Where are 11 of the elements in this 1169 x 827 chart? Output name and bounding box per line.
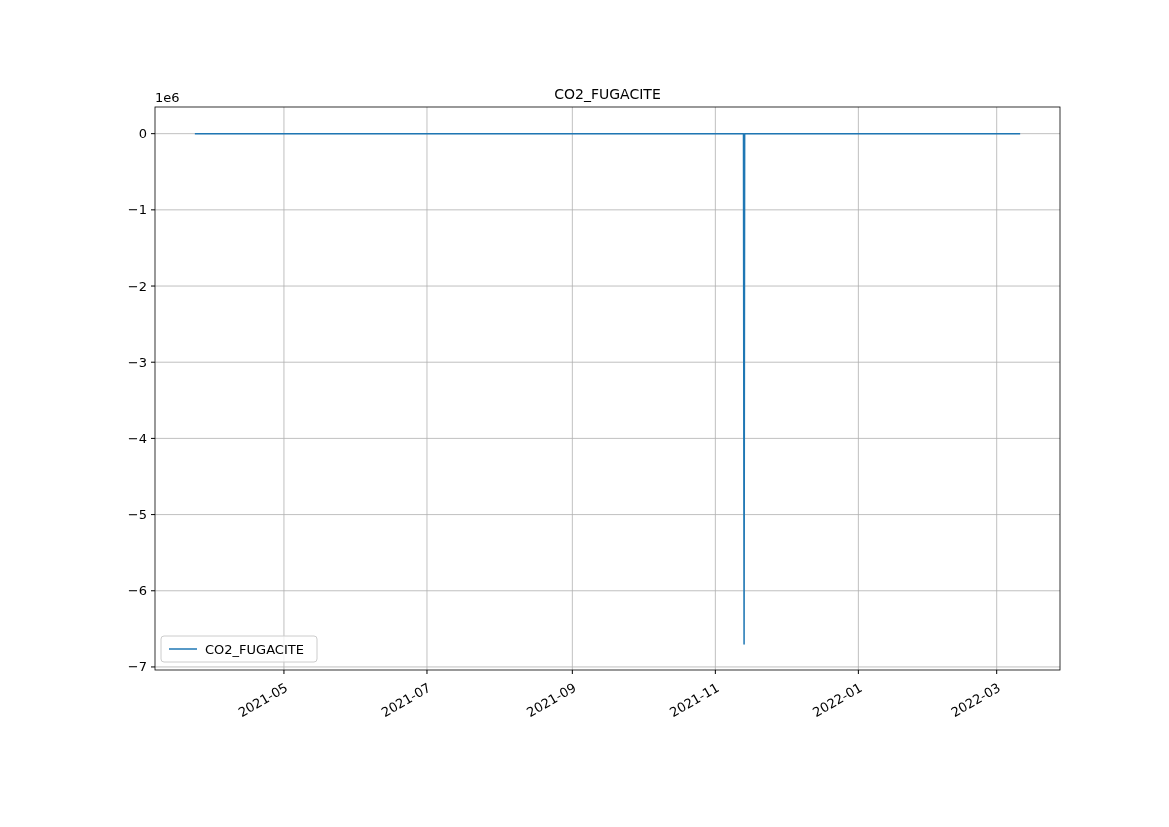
text: 1e6	[155, 90, 180, 105]
y-tick-label: −7	[127, 659, 147, 675]
y-tick-label: −1	[127, 202, 147, 218]
y-tick-label: −4	[127, 430, 147, 446]
chart-title: CO2_FUGACITE	[554, 86, 661, 102]
y-tick-label: −3	[127, 354, 147, 370]
y-tick-label: −2	[127, 278, 147, 294]
y-tick-label: −5	[127, 507, 147, 523]
y-tick-label: −6	[127, 583, 147, 599]
legend-label: CO2_FUGACITE	[205, 641, 304, 657]
y-tick-label: 0	[138, 126, 147, 142]
